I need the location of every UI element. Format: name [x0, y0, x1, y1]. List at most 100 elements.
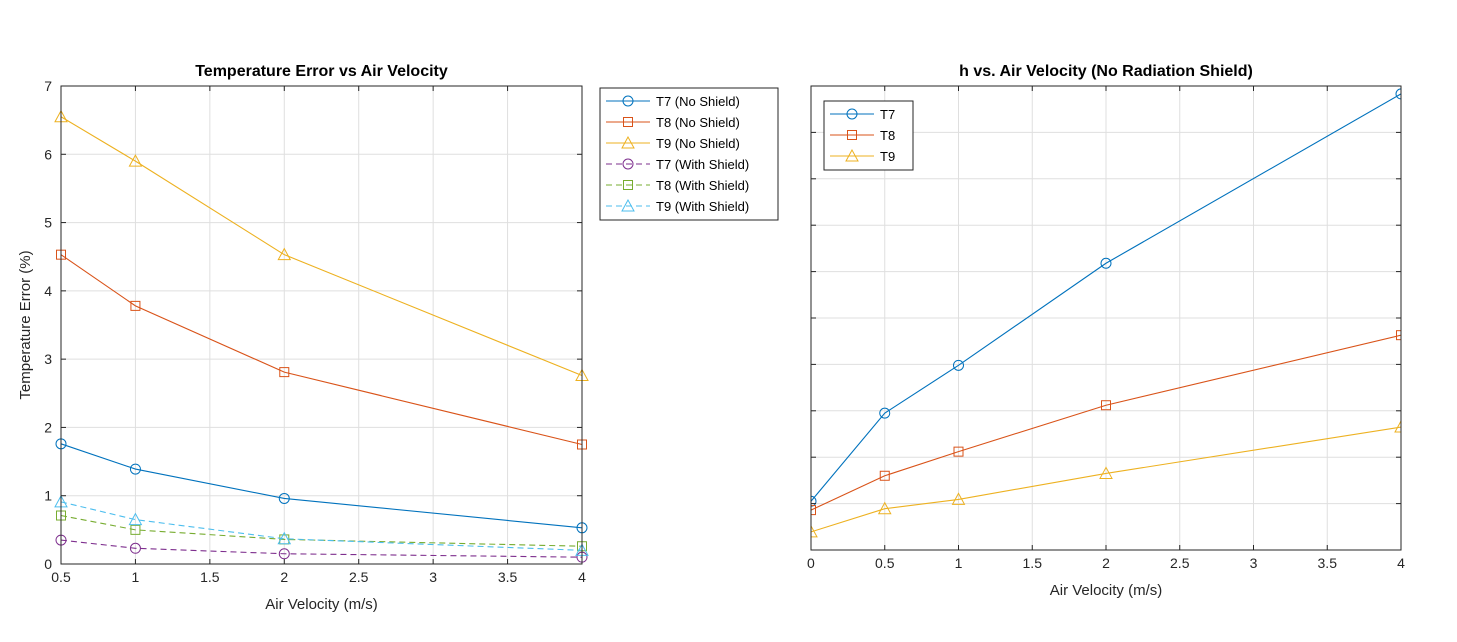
legend-item: T9 (With Shield) — [606, 198, 749, 214]
data-point — [279, 367, 290, 378]
y-tick-label: 5 — [44, 215, 52, 231]
legend-item: T8 — [830, 128, 895, 143]
series-t7 — [811, 88, 1401, 507]
data-point — [1396, 330, 1401, 341]
data-point — [277, 247, 292, 261]
legend-label: T7 (With Shield) — [656, 157, 749, 172]
legend-marker — [621, 135, 635, 149]
data-point — [879, 470, 890, 481]
x-tick-label: 1.5 — [1023, 555, 1043, 571]
data-point — [130, 300, 141, 311]
series-line — [811, 426, 1401, 533]
legend-marker — [622, 95, 634, 107]
legend-marker — [623, 117, 633, 127]
y-tick-label: 7 — [44, 78, 52, 94]
data-point — [128, 512, 143, 526]
legend-label: T8 (With Shield) — [656, 178, 749, 193]
x-tick-label: 0.5 — [51, 569, 71, 585]
x-tick-label: 1 — [955, 555, 963, 571]
plot-area — [61, 86, 582, 564]
series-line — [60, 501, 583, 551]
data-point — [278, 492, 290, 504]
x-tick-label: 4 — [578, 569, 586, 585]
x-tick-label: 3 — [1250, 555, 1258, 571]
data-point — [811, 505, 816, 516]
legend-marker — [623, 180, 633, 190]
chart-title: Temperature Error vs Air Velocity — [195, 63, 448, 80]
legend-marker — [621, 198, 635, 212]
data-point — [130, 524, 141, 535]
series-line — [811, 334, 1401, 511]
x-tick-label: 1.5 — [200, 569, 220, 585]
legend: T7 (No Shield) T8 (No Shield) T9 (No Shiel… — [599, 87, 779, 221]
y-tick-label: 4 — [44, 283, 52, 299]
data-point — [129, 463, 141, 475]
legend-item: T9 — [830, 148, 895, 164]
legend-marker — [846, 108, 858, 120]
series-t9 — [811, 419, 1401, 538]
series-line — [811, 93, 1401, 502]
legend-box — [599, 87, 779, 221]
legend-label: T8 (No Shield) — [656, 115, 740, 130]
x-tick-label: 2.5 — [349, 569, 369, 585]
data-point — [277, 531, 292, 545]
data-point — [811, 495, 817, 507]
y-tick-label: 3 — [44, 351, 52, 367]
chart-2: 0 0.5 1 1.5 2 2.5 3 3.5 4 h vs. Air Velocity (No … — [807, 63, 1405, 599]
x-tick-label: 3.5 — [1318, 555, 1338, 571]
x-tick-label: 0 — [807, 555, 815, 571]
data-point — [1099, 466, 1113, 479]
legend: T7 T8 T9 — [823, 100, 914, 171]
legend-item: T9 (No Shield) — [606, 135, 740, 151]
x-tick-label: 4 — [1397, 555, 1405, 571]
legend-label: T9 (With Shield) — [656, 199, 749, 214]
legend-marker — [622, 158, 634, 170]
legend-item: T7 — [830, 107, 895, 122]
legend-marker — [847, 130, 857, 140]
y-axis-label: Temperature Error (%) — [17, 250, 34, 399]
y-tick-label: 1 — [44, 488, 52, 504]
data-point — [1394, 419, 1401, 433]
x-axis-label: Air Velocity (m/s) — [1050, 582, 1163, 599]
data-point — [1395, 88, 1401, 100]
data-point — [1101, 400, 1111, 411]
legend-item: T8 (With Shield) — [606, 178, 749, 193]
legend-label: T7 — [880, 107, 895, 122]
series-line — [60, 116, 583, 377]
legend-item: T7 (No Shield) — [606, 94, 740, 109]
data-point — [953, 359, 964, 371]
series-line — [60, 539, 583, 558]
x-tick-label: 2 — [280, 569, 288, 585]
series-line — [60, 254, 583, 446]
legend-label: T7 (No Shield) — [656, 94, 740, 109]
series-line — [60, 514, 583, 547]
legend-item: T8 (No Shield) — [606, 115, 740, 130]
series-t8 — [811, 330, 1401, 516]
data-point — [129, 542, 141, 554]
data-point — [811, 524, 818, 538]
legend-label: T9 (No Shield) — [656, 136, 740, 151]
data-point — [128, 154, 143, 167]
grid — [60, 85, 583, 565]
x-tick-label: 0.5 — [875, 555, 895, 571]
chart-title: h vs. Air Velocity (No Radiation Shield) — [959, 63, 1253, 80]
x-tick-label: 1 — [132, 569, 140, 585]
y-tick-label: 2 — [44, 419, 52, 435]
legend-marker — [845, 148, 859, 162]
legend-label: T9 — [880, 149, 895, 164]
y-tick-label: 0 — [44, 556, 52, 572]
x-tick-label: 3.5 — [498, 569, 518, 585]
x-tick-label: 2.5 — [1170, 555, 1190, 571]
data-point — [879, 407, 891, 419]
data-point — [877, 501, 892, 515]
x-tick-label: 2 — [1102, 555, 1110, 571]
chart-1: 0.5 1 1.5 2 2.5 3 3.5 4 0 1 2 3 4 5 6 7 Temperature Erro… — [17, 63, 779, 613]
x-tick-label: 3 — [429, 569, 437, 585]
data-point — [953, 446, 964, 457]
axes-box — [60, 85, 583, 565]
legend-item: T7 (With Shield) — [606, 157, 749, 172]
y-tick-label: 6 — [44, 146, 52, 162]
data-point — [951, 492, 966, 505]
x-axis-label: Air Velocity (m/s) — [265, 596, 378, 613]
